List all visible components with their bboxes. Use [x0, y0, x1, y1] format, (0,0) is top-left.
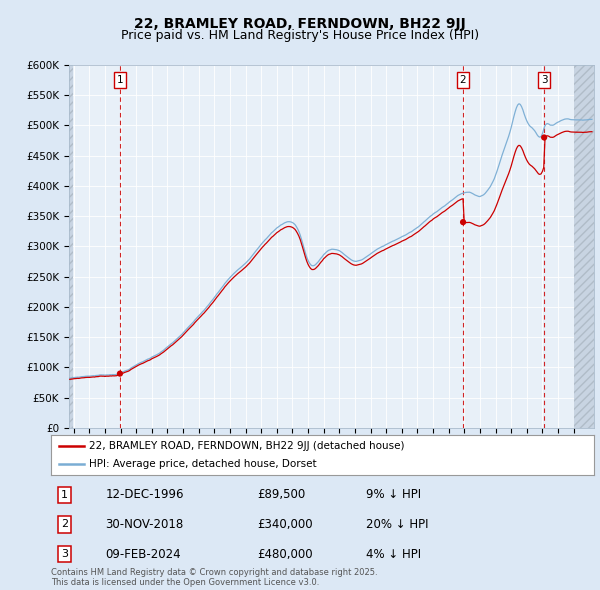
Text: 3: 3: [541, 75, 547, 85]
Text: Contains HM Land Registry data © Crown copyright and database right 2025.
This d: Contains HM Land Registry data © Crown c…: [51, 568, 377, 587]
Text: 1: 1: [61, 490, 68, 500]
Text: 4% ↓ HPI: 4% ↓ HPI: [366, 548, 421, 560]
Text: 2: 2: [460, 75, 466, 85]
Text: 12-DEC-1996: 12-DEC-1996: [106, 489, 184, 502]
Text: 20% ↓ HPI: 20% ↓ HPI: [366, 518, 428, 531]
Text: 3: 3: [61, 549, 68, 559]
Text: 22, BRAMLEY ROAD, FERNDOWN, BH22 9JJ (detached house): 22, BRAMLEY ROAD, FERNDOWN, BH22 9JJ (de…: [89, 441, 404, 451]
Text: £340,000: £340,000: [257, 518, 313, 531]
Text: HPI: Average price, detached house, Dorset: HPI: Average price, detached house, Dors…: [89, 459, 317, 469]
Text: 1: 1: [116, 75, 123, 85]
Point: [539, 133, 549, 142]
Text: £480,000: £480,000: [257, 548, 313, 560]
Text: £89,500: £89,500: [257, 489, 305, 502]
Text: 2: 2: [61, 519, 68, 529]
Text: 9% ↓ HPI: 9% ↓ HPI: [366, 489, 421, 502]
Point: [115, 369, 125, 378]
Point: [458, 218, 468, 227]
Text: 22, BRAMLEY ROAD, FERNDOWN, BH22 9JJ: 22, BRAMLEY ROAD, FERNDOWN, BH22 9JJ: [134, 17, 466, 31]
Text: Price paid vs. HM Land Registry's House Price Index (HPI): Price paid vs. HM Land Registry's House …: [121, 30, 479, 42]
Text: 30-NOV-2018: 30-NOV-2018: [106, 518, 184, 531]
Bar: [69, 65, 73, 428]
Text: 09-FEB-2024: 09-FEB-2024: [106, 548, 181, 560]
Bar: [574, 65, 594, 428]
